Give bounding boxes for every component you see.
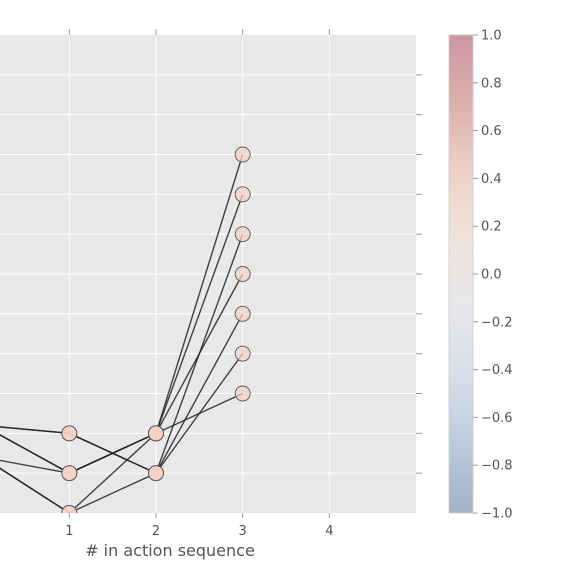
colorbar-tick-label: 0.2 [481,220,502,235]
data-point [148,465,164,482]
x-tick-labels: 1 2 3 4 [65,524,333,539]
series-line-5 [0,313,244,513]
series-line-7 [0,392,243,474]
colorbar-tick-label: 1.0 [481,29,502,44]
colorbar-tick-label: −0.4 [481,363,513,378]
data-point [234,266,251,282]
data-point [234,146,251,163]
data-point [234,345,251,362]
data-point [234,226,251,243]
colorbar [448,34,474,514]
data-point [61,505,78,513]
data-markers [61,146,251,513]
x-tick-label: 2 [152,524,160,539]
top-tick-marks [68,29,330,518]
x-tick-label: 4 [325,524,333,539]
colorbar-tick-label: 0.6 [481,124,502,139]
data-point [234,385,251,402]
colorbar-tick-label: −0.8 [481,459,513,474]
data-point [234,305,251,322]
x-axis-label: # in action sequence [85,541,255,560]
colorbar-tick-label: 0.4 [481,172,502,187]
colorbar-tick-label: 0.0 [481,268,502,283]
colorbar-ticks: −1.0 −0.8 −0.6 −0.4 −0.2 0.0 0.2 0.4 0.6 0.8 1.0 [473,29,513,522]
right-tick-marks [416,74,422,474]
x-tick-label: 1 [65,524,73,539]
colorbar-tick-label: −0.6 [481,411,513,426]
colorbar-tick-label: 0.8 [481,76,502,91]
data-point [61,465,78,482]
colorbar-tick-label: −0.2 [481,315,513,330]
data-point [234,186,251,203]
x-tick-label: 3 [239,524,247,539]
data-point [148,425,164,442]
series-lines [0,154,244,513]
colorbar-tick-label: −1.0 [481,507,513,522]
data-point [61,425,78,442]
